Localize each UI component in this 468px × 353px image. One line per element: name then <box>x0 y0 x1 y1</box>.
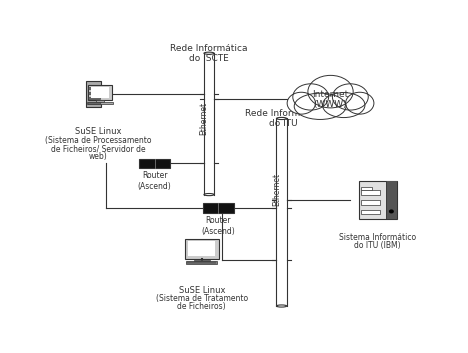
Ellipse shape <box>322 92 365 118</box>
Ellipse shape <box>277 305 286 307</box>
Ellipse shape <box>345 92 374 114</box>
Bar <box>88 87 100 89</box>
Text: Router
(Ascend): Router (Ascend) <box>138 172 171 191</box>
Bar <box>203 203 234 213</box>
Text: (Sistema de Processamento: (Sistema de Processamento <box>45 136 152 145</box>
Text: do ITU (IBM): do ITU (IBM) <box>354 241 401 250</box>
Text: Internet
(WWW): Internet (WWW) <box>313 90 349 109</box>
Ellipse shape <box>204 193 214 196</box>
Ellipse shape <box>294 93 346 119</box>
Bar <box>88 102 100 104</box>
Bar <box>386 181 397 219</box>
Bar <box>204 53 214 195</box>
Bar <box>194 260 210 261</box>
Bar <box>361 200 380 205</box>
Bar <box>186 261 217 264</box>
Ellipse shape <box>277 118 286 120</box>
Ellipse shape <box>308 76 353 108</box>
Bar <box>87 81 102 107</box>
Text: Ethernet: Ethernet <box>199 102 208 135</box>
Text: web): web) <box>89 152 108 161</box>
Bar <box>88 97 100 99</box>
Text: Sistema Informático: Sistema Informático <box>339 233 416 241</box>
Text: de Ficheiros/ Servidor de: de Ficheiros/ Servidor de <box>51 144 146 153</box>
Bar <box>88 102 113 104</box>
Text: Router
(Ascend): Router (Ascend) <box>201 216 235 236</box>
Bar <box>139 158 170 168</box>
Bar <box>188 241 215 256</box>
Bar <box>88 92 100 94</box>
Bar <box>96 100 104 102</box>
Bar <box>88 85 112 100</box>
Ellipse shape <box>204 52 214 54</box>
Ellipse shape <box>287 92 315 114</box>
Text: Rede Informática
do ITU: Rede Informática do ITU <box>245 109 322 128</box>
Bar <box>361 190 380 195</box>
Bar <box>361 187 372 191</box>
Bar <box>358 181 397 219</box>
Text: SuSE Linux: SuSE Linux <box>178 286 225 295</box>
Text: SuSE Linux: SuSE Linux <box>75 127 122 136</box>
Ellipse shape <box>332 84 368 110</box>
Text: de Ficheiros): de Ficheiros) <box>177 302 226 311</box>
Text: (Sistema de Tratamento: (Sistema de Tratamento <box>156 294 248 303</box>
Bar <box>361 210 380 215</box>
Bar <box>184 239 219 259</box>
Ellipse shape <box>293 84 329 110</box>
Circle shape <box>389 210 393 213</box>
Bar <box>91 87 110 98</box>
Text: Ethernet: Ethernet <box>272 173 281 206</box>
Text: Rede Informática
do ISCTE: Rede Informática do ISCTE <box>170 44 248 63</box>
Bar <box>277 119 286 306</box>
